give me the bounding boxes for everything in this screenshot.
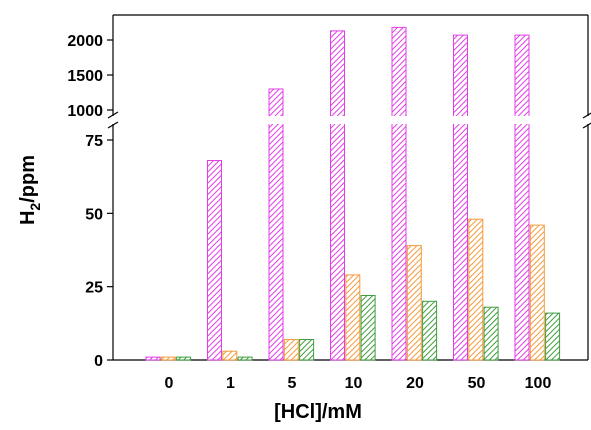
y-axis-label-main: H	[17, 211, 39, 225]
bar-1-series-1	[207, 160, 222, 361]
plot-frame	[112, 14, 589, 361]
bar-10-series-2	[345, 274, 361, 361]
bar-0-series-1	[145, 356, 161, 361]
bar-50-series-3	[483, 306, 499, 361]
bar-20-series-2	[406, 245, 422, 361]
x-tick-label-0: 0	[165, 375, 174, 392]
y-tick-label-75: 75	[85, 133, 103, 150]
bar-50-series-2	[468, 218, 484, 361]
y-tick-label-2000: 2000	[67, 33, 103, 50]
y-tick-label-50: 50	[85, 206, 103, 223]
x-tick-label-20: 20	[406, 375, 424, 392]
x-tick-label-10: 10	[345, 375, 363, 392]
bar-5-series-3	[299, 339, 315, 361]
break-mark-bottom-0	[107, 121, 119, 129]
bar-0-series-3	[176, 356, 192, 361]
bars-layer	[107, 26, 591, 361]
bar-100-series-1	[514, 34, 530, 361]
bar-10-series-3	[360, 295, 376, 361]
bar-100-series-2	[529, 224, 545, 361]
x-tick-label-1: 1	[226, 375, 235, 392]
y-axis-label: H2/ppm	[17, 155, 43, 225]
x-tick-label-5: 5	[288, 375, 297, 392]
bar-20-series-3	[422, 300, 438, 361]
y-axis-label-subscript: 2	[27, 203, 43, 211]
bar-1-series-3	[237, 356, 253, 361]
y-tick-label-1500: 1500	[67, 68, 103, 85]
bar-5-series-2	[283, 339, 299, 361]
bar-100-series-3	[545, 312, 561, 361]
bar-10-series-1	[330, 30, 345, 361]
y-tick-label-0: 0	[94, 353, 103, 370]
bar-1-series-2	[222, 350, 238, 361]
bar-20-series-1	[391, 26, 407, 361]
bar-0-series-2	[160, 356, 176, 361]
x-axis-label: [HCl]/mM	[274, 401, 362, 423]
x-tick-label-100: 100	[525, 375, 552, 392]
bar-5-series-1	[268, 88, 284, 361]
axis-break-band	[111, 116, 590, 124]
break-mark-top-1	[582, 112, 591, 119]
break-mark-top-0	[107, 111, 119, 119]
y-ticks-layer: 0 25 50 75 1000 1500 2000	[67, 33, 113, 370]
x-ticks-layer: 0 1 5 10 20 50 100	[165, 375, 552, 392]
break-mark-bottom-1	[582, 122, 591, 129]
y-tick-label-1000: 1000	[67, 103, 103, 120]
y-tick-label-25: 25	[85, 280, 103, 297]
y-axis-label-unit: /ppm	[17, 155, 39, 203]
x-tick-label-50: 50	[468, 375, 486, 392]
bar-50-series-1	[453, 34, 468, 361]
